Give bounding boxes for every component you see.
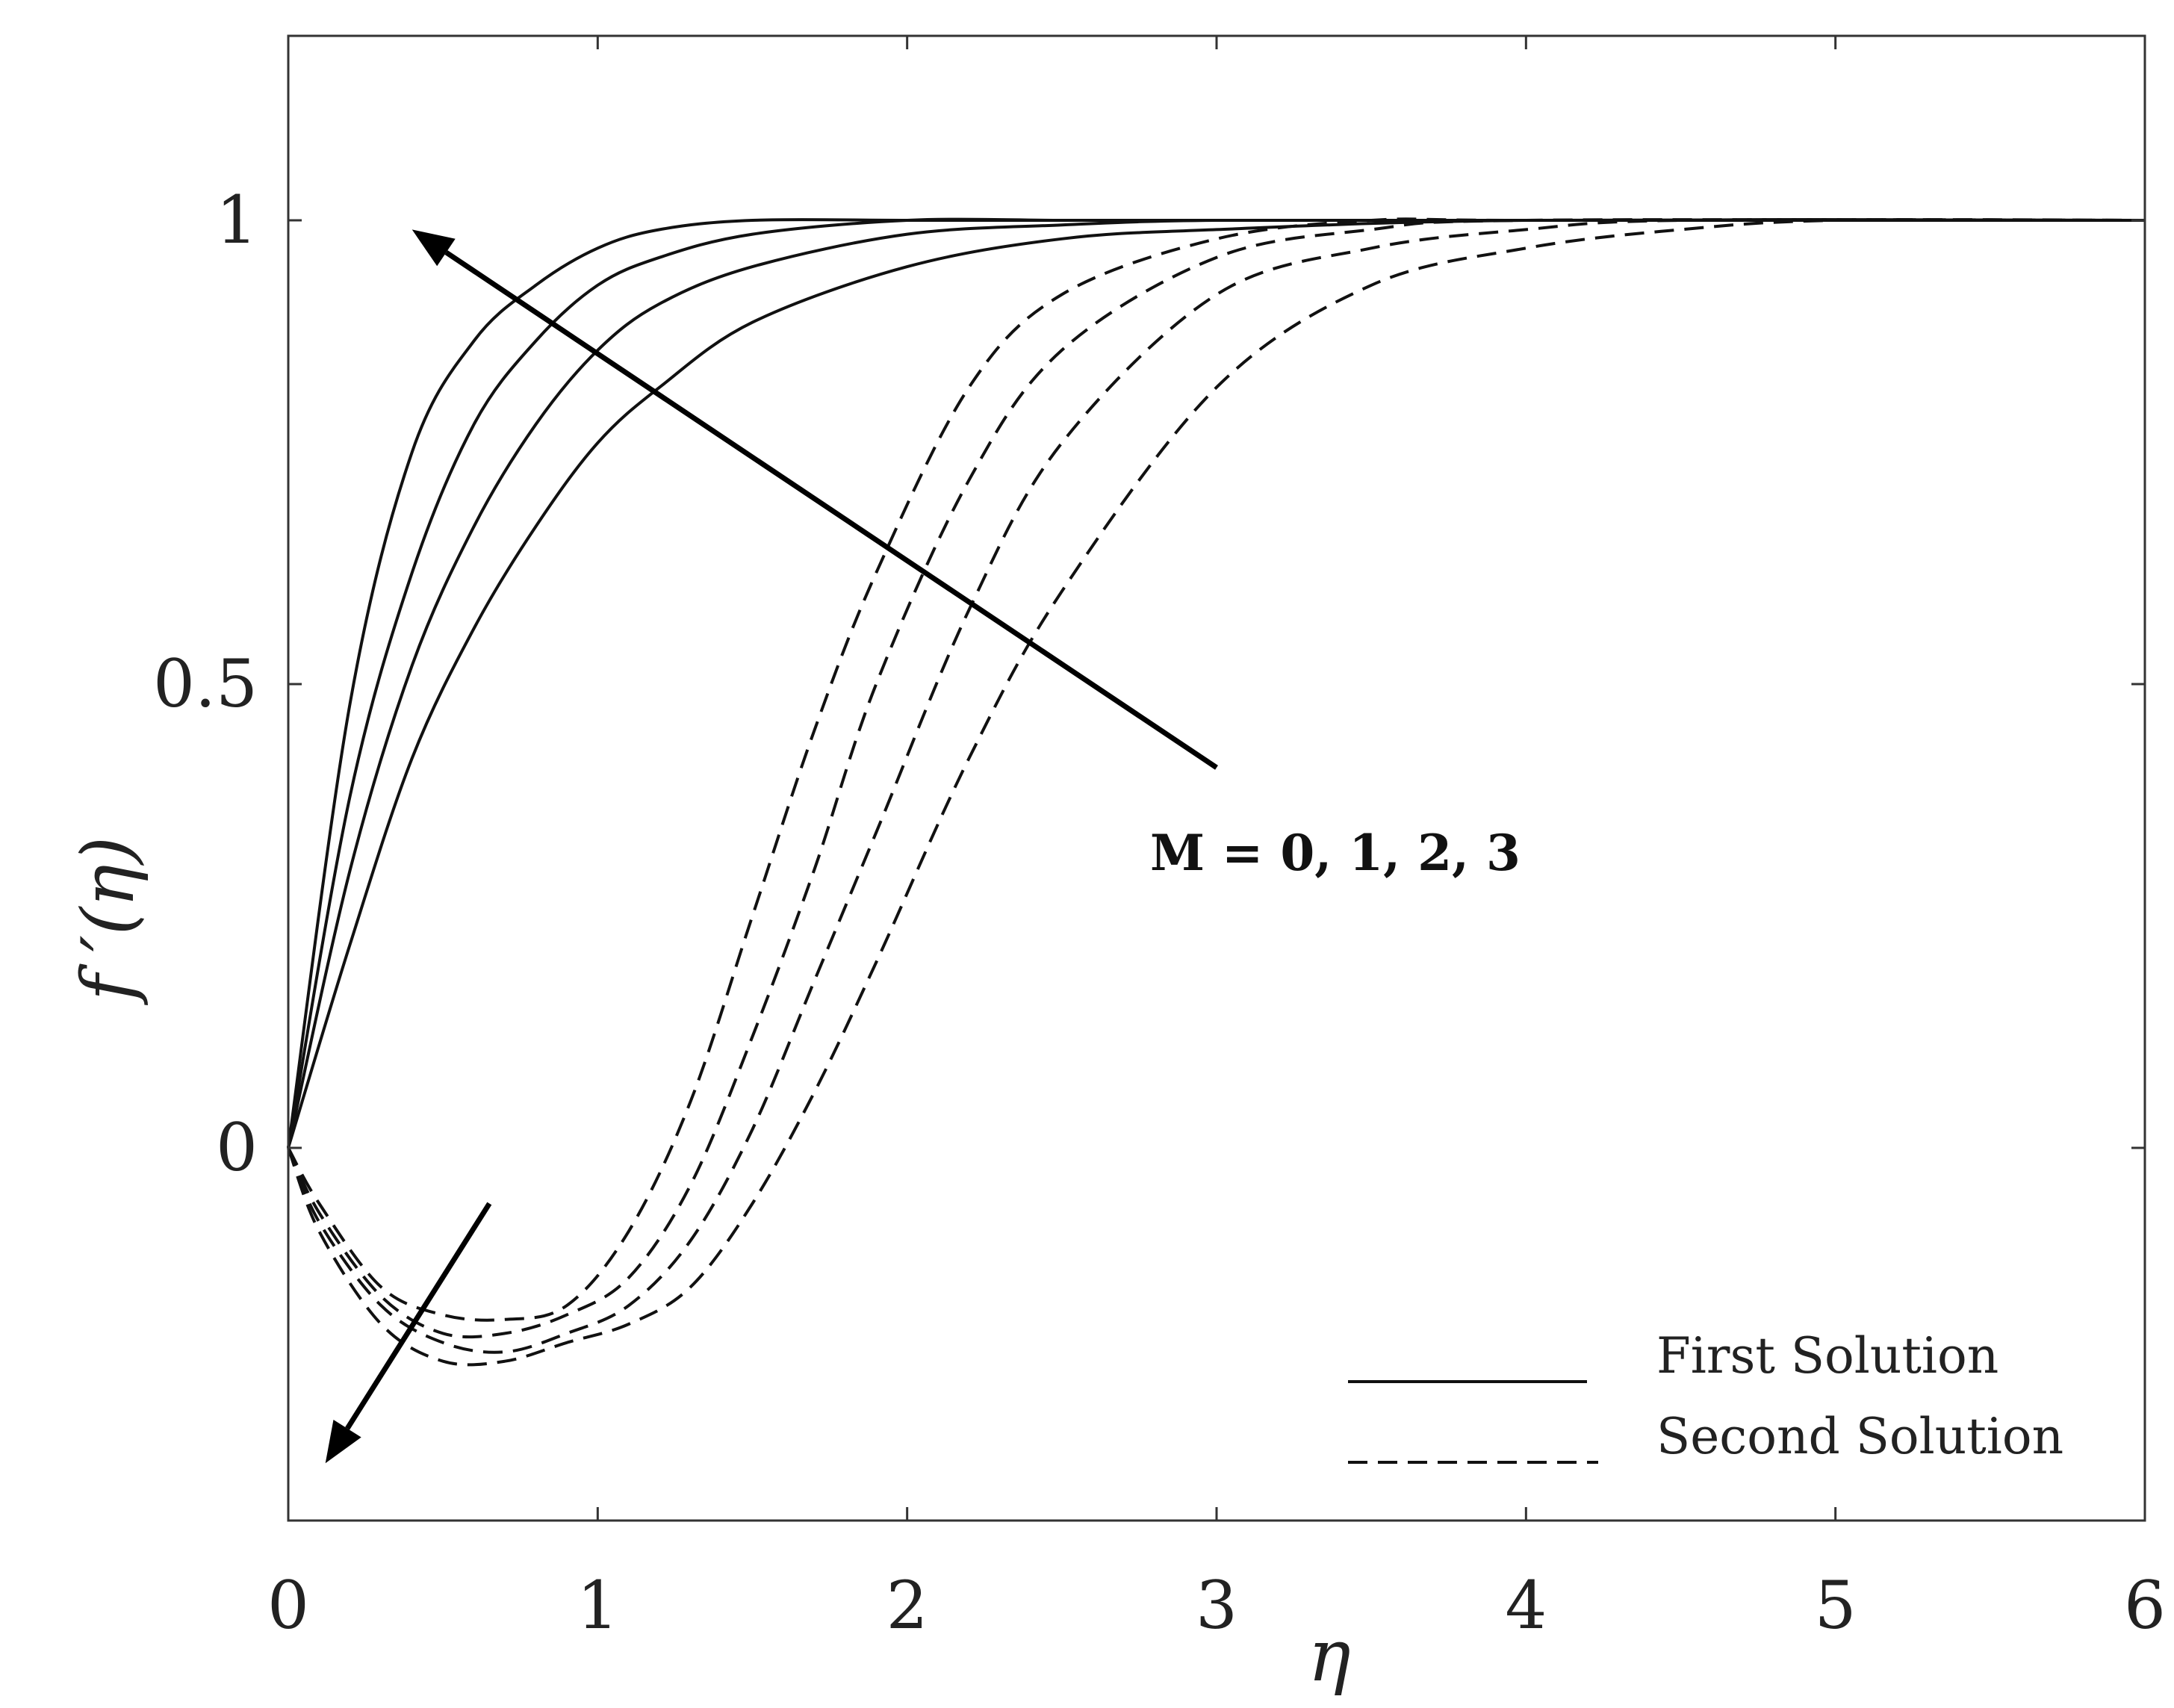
second-solution-curve-4 [287, 218, 2146, 1367]
m-annotation: M = 0, 1, 2, 3 [1150, 824, 1521, 882]
x-tick-label: 3 [1196, 1567, 1237, 1644]
x-tick-label: 0 [267, 1567, 309, 1644]
x-tick-label: 4 [1505, 1567, 1547, 1644]
y-tick-label: 1 [216, 181, 258, 258]
legend: First Solution Second Solution [1348, 1327, 2063, 1465]
curves-layer [287, 217, 2146, 1367]
first-solution-curve-2 [287, 217, 2145, 1149]
x-tick-label: 5 [1815, 1567, 1857, 1644]
first-solution-curve-1 [287, 218, 2145, 1149]
trend-arrow-head-1 [411, 229, 456, 267]
arrows-layer [325, 229, 1218, 1464]
ticks-layer: 0 1 2 3 4 5 6 0 0.5 1 [153, 36, 2166, 1644]
y-tick-label: 0 [216, 1109, 258, 1186]
y-axis-title: f ′(η) [66, 836, 150, 1005]
legend-label-second: Second Solution [1656, 1408, 2063, 1465]
trend-arrow-shaft-1 [444, 250, 1218, 770]
trend-arrow-head-2 [325, 1420, 361, 1464]
first-solution-curve-4 [287, 218, 2146, 1149]
x-axis-title: η [1308, 1614, 1351, 1698]
second-solution-curve-2 [287, 218, 2146, 1339]
x-tick-label: 1 [577, 1567, 618, 1644]
second-solution-curve-1 [287, 217, 2145, 1322]
legend-label-first: First Solution [1656, 1327, 1998, 1385]
x-tick-label: 2 [886, 1567, 928, 1644]
x-tick-label: 6 [2124, 1567, 2166, 1644]
y-tick-label: 0.5 [153, 645, 258, 722]
second-solution-curve-3 [287, 218, 2146, 1354]
first-solution-curve-3 [287, 218, 2145, 1149]
trend-arrow-shaft-2 [345, 1202, 492, 1430]
